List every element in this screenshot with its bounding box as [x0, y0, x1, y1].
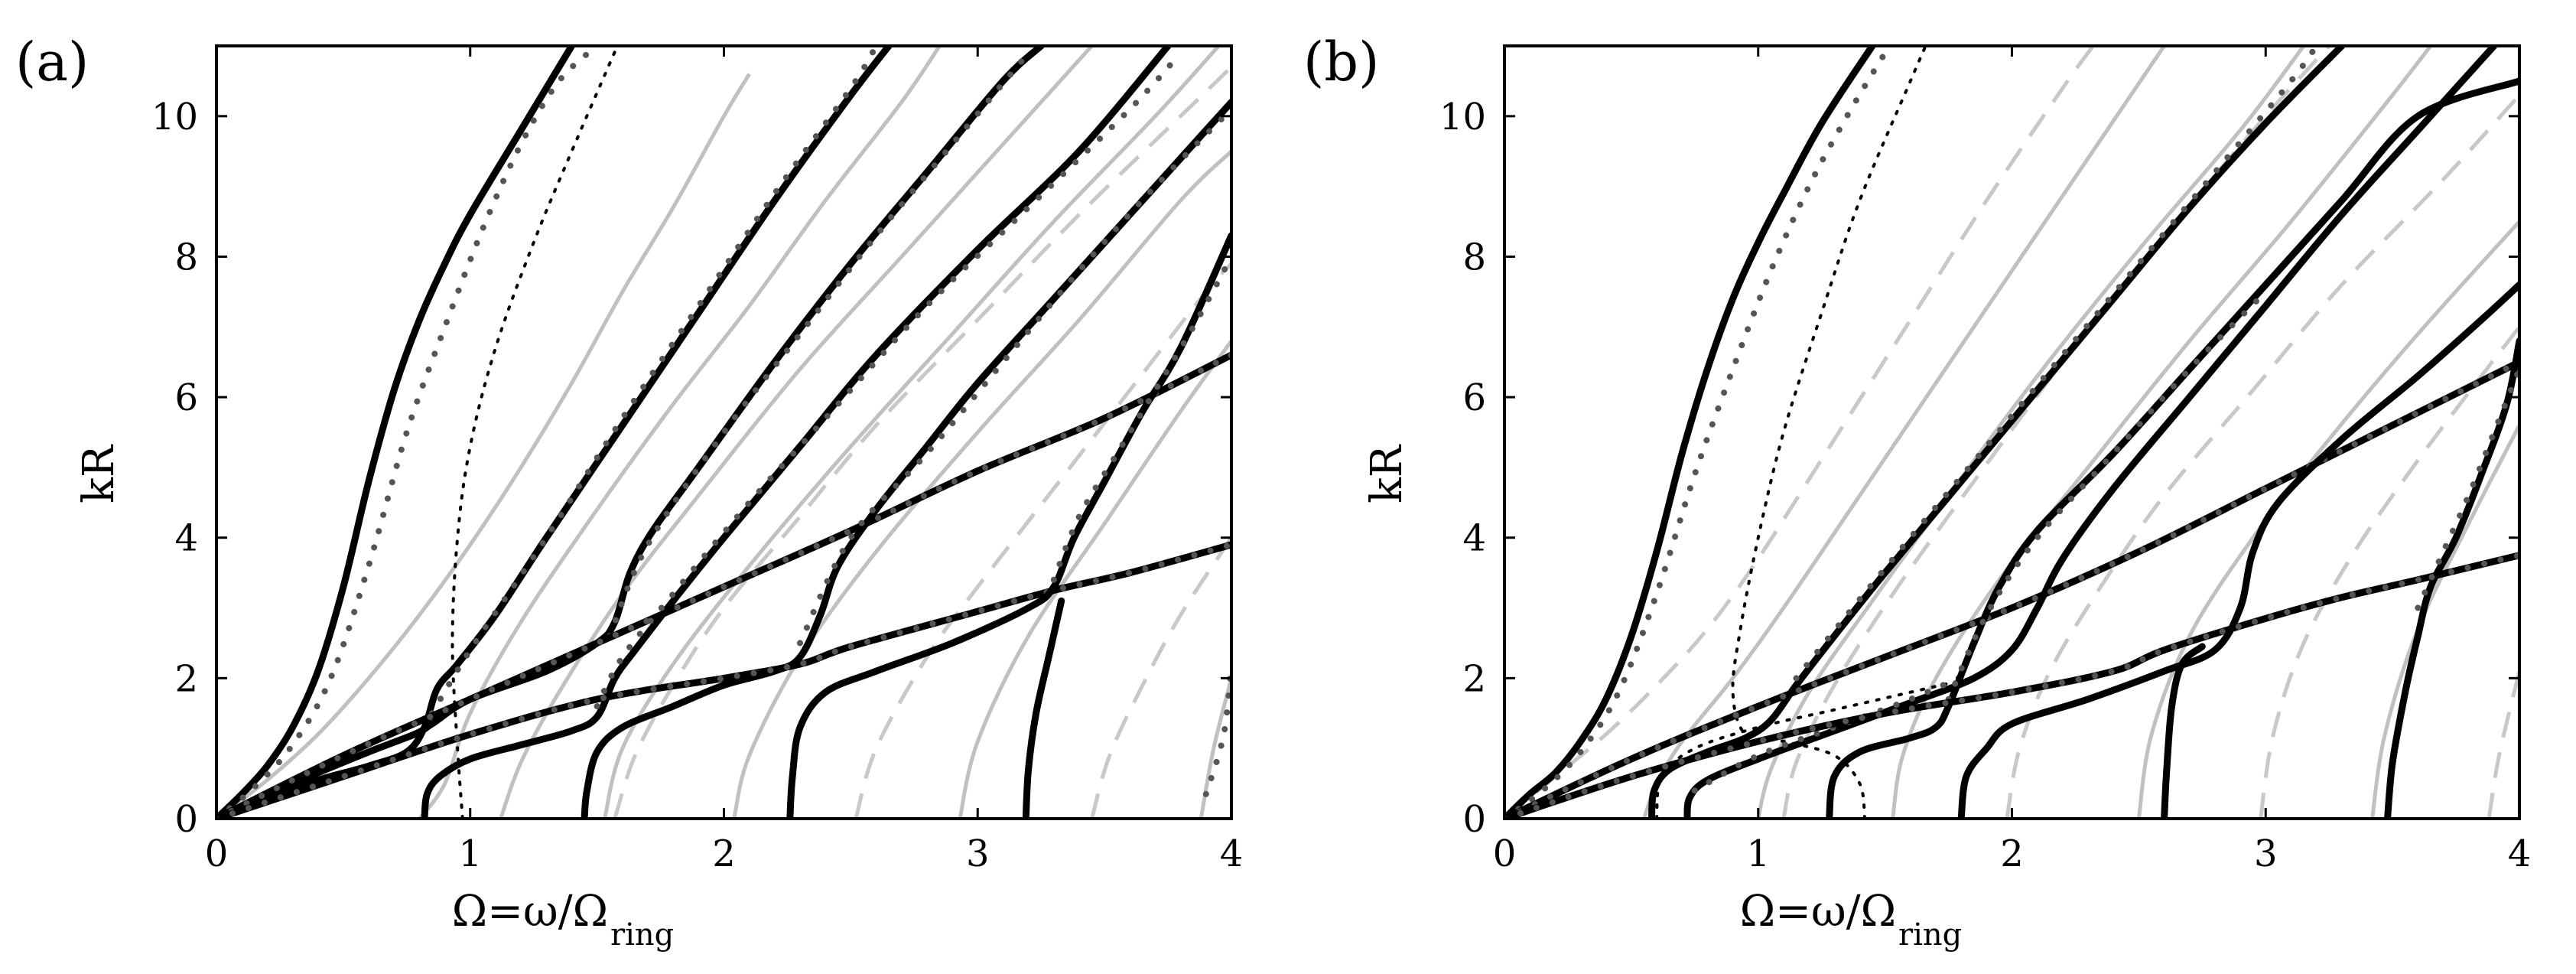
series-black-thick-15 [216, 46, 1045, 819]
curves-group [1504, 46, 2519, 819]
x-axis-label-subscript: ring [1898, 917, 1962, 953]
series-gray-dashed-0 [1504, 46, 2095, 819]
series-grey-dots-14 [429, 46, 880, 717]
x-tick-label: 2 [2000, 832, 2024, 875]
series-gray-dashed-5 [2005, 93, 2519, 819]
x-tick-label: 3 [966, 832, 990, 875]
series-grey-dots-15 [1793, 46, 2320, 682]
series-black-thick-26 [2384, 337, 2519, 819]
x-tick-label: 0 [1493, 832, 1517, 875]
series-black-thick-25 [786, 232, 1231, 819]
x-tick-label: 4 [2508, 832, 2532, 875]
series-grey-dots-26 [1050, 253, 1231, 583]
y-tick-label: 10 [151, 96, 198, 138]
series-black-thick-20 [1826, 77, 2519, 819]
x-tick-label: 4 [1220, 832, 1244, 875]
series-gray-dashed-7 [613, 65, 1231, 819]
series-grey-dots-24 [1504, 552, 2519, 819]
y-axis-label: kR [74, 444, 124, 503]
series-gray-solid-1 [418, 46, 942, 819]
axes-group: 0 1 2 3 4 0 2 4 6 8 10 [1439, 44, 2532, 875]
y-tick-label: 0 [174, 798, 198, 841]
series-black-dotted-10 [1731, 46, 1927, 819]
series-gray-solid-6 [1199, 677, 1231, 819]
y-tick-label: 2 [174, 657, 198, 700]
series-gray-dashed-9 [1090, 536, 1231, 819]
series-gray-solid-1 [1642, 46, 2166, 819]
y-tick-label: 8 [1462, 236, 1486, 279]
y-tick-label: 4 [1462, 517, 1486, 560]
series-black-thick-22 [1957, 281, 2519, 819]
series-gray-solid-3 [603, 46, 1221, 819]
y-axis-label: kR [1362, 444, 1412, 503]
curves-group [216, 46, 1231, 819]
series-gray-solid-0 [216, 73, 751, 819]
series-gray-solid-4 [732, 149, 1231, 819]
series-black-thick-21 [581, 99, 1231, 819]
series-gray-solid-5 [958, 340, 1231, 819]
y-tick-label: 10 [1439, 96, 1486, 138]
series-grey-dots-13 [1504, 50, 1888, 819]
x-tick-label: 1 [458, 832, 482, 875]
series-grey-dots-18 [216, 352, 1231, 819]
series-black-thick-23 [216, 541, 1231, 819]
series-gray-dashed-9 [2487, 670, 2519, 819]
series-grey-dots-19 [1504, 359, 2519, 819]
x-axis-label: Ω=ω/Ω [452, 887, 608, 937]
x-tick-label: 2 [712, 832, 736, 875]
series-gray-dashed-3 [1781, 46, 2331, 819]
y-tick-label: 2 [1462, 657, 1486, 700]
x-axis-label-subscript: ring [610, 917, 674, 953]
series-black-thick-11 [216, 46, 575, 819]
series-grey-dots-20 [594, 50, 1184, 710]
x-axis-label: Ω=ω/Ω [1740, 887, 1896, 937]
x-tick-label: 3 [2254, 832, 2278, 875]
y-tick-label: 4 [174, 517, 198, 560]
y-tick-label: 8 [174, 236, 198, 279]
y-tick-label: 6 [1462, 376, 1486, 419]
series-grey-dots-22 [797, 106, 1231, 647]
series-black-thick-12 [1504, 46, 1876, 819]
y-tick-label: 6 [174, 376, 198, 419]
x-tick-label: 0 [205, 832, 229, 875]
series-black-thick-25 [2161, 643, 2206, 819]
series-black-thick-27 [1022, 597, 1065, 819]
axes-group: 0 1 2 3 4 0 2 4 6 8 10 [151, 44, 1244, 875]
chart-panel-a: (a) 0 1 2 3 4 0 2 4 6 8 10 kR Ω=ω/Ω ring [15, 31, 1244, 953]
series-black-thick-19 [421, 46, 1172, 819]
series-grey-dots-16 [607, 50, 1032, 640]
y-tick-label: 0 [1462, 798, 1486, 841]
x-tick-label: 1 [1746, 832, 1770, 875]
panel-label: (a) [15, 31, 89, 93]
series-gray-dashed-8 [854, 262, 1231, 819]
chart-panel-b: (b) 0 1 2 3 4 0 2 4 6 8 10 kR Ω=ω/Ω ring [1303, 31, 2532, 953]
panel-label: (b) [1303, 31, 1379, 93]
series-grey-dots-17 [1691, 668, 1977, 794]
series-grey-dots-12 [216, 46, 600, 819]
series-grey-dots-21 [1945, 288, 2269, 702]
